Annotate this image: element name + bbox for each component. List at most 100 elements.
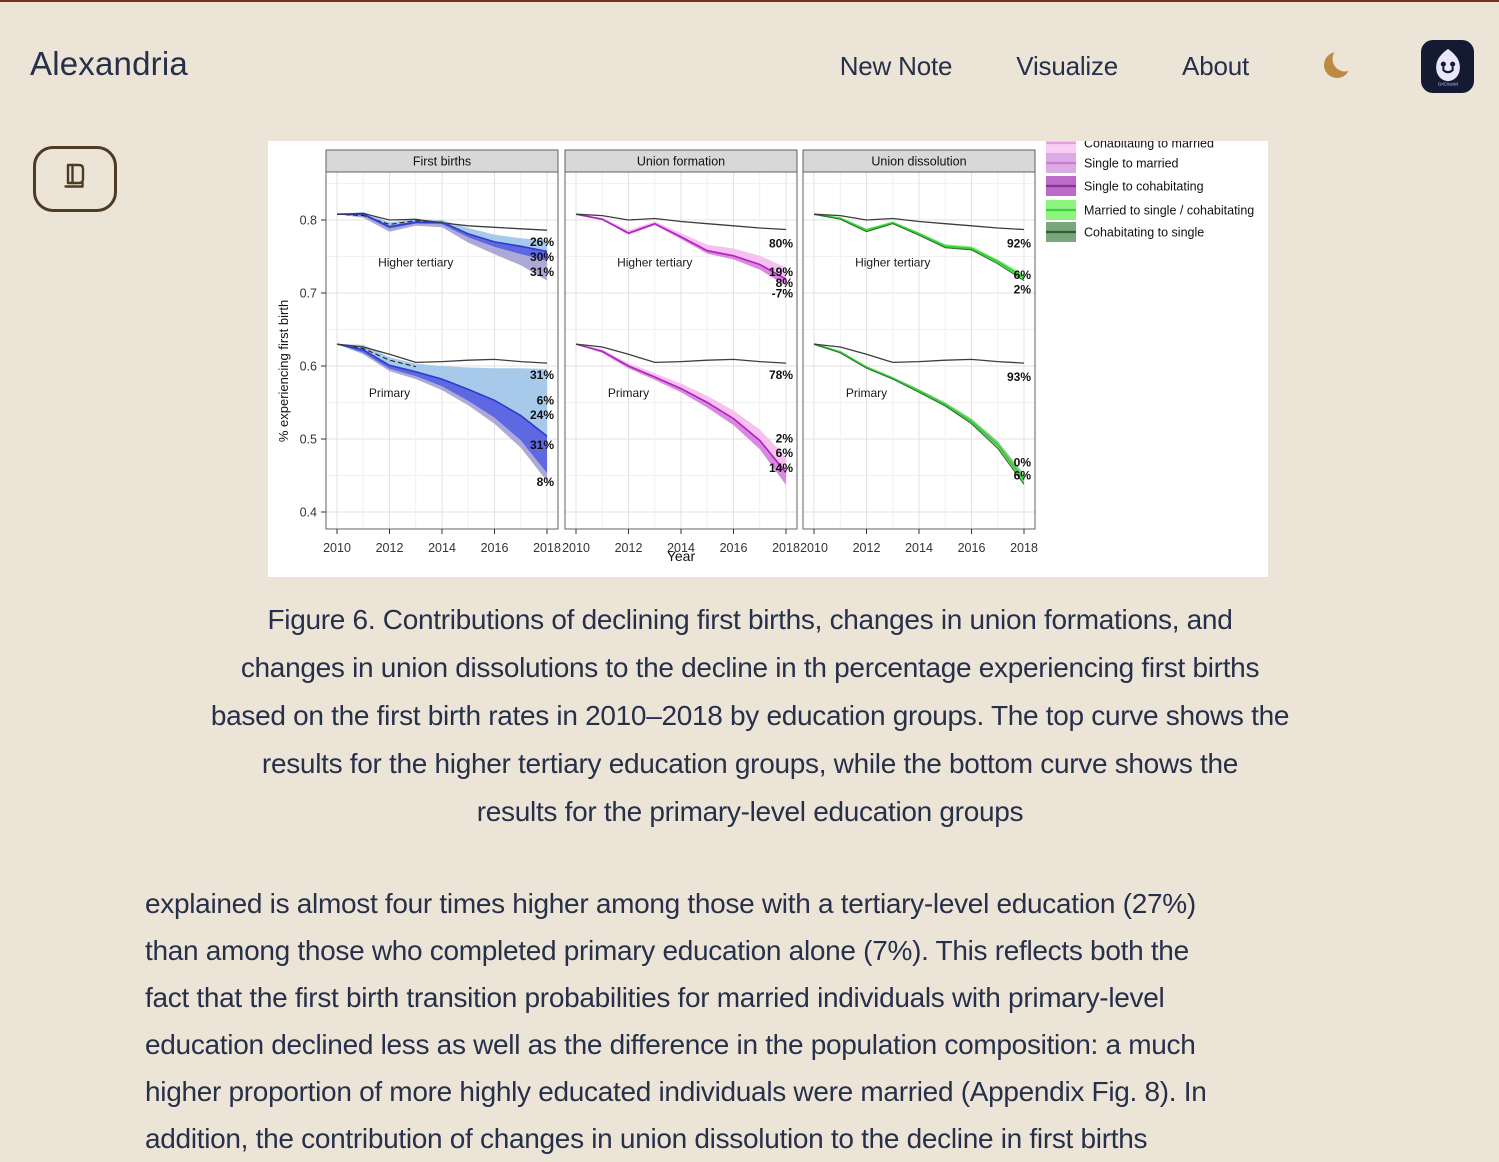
- annotation-percent: 31%: [530, 265, 554, 279]
- text-line: explained is almost four times higher am…: [145, 888, 1196, 919]
- annotation-percent: 31%: [530, 368, 554, 382]
- x-tick-label: 2014: [667, 541, 695, 555]
- panel-union-dissolution: Higher tertiary92%6%2%Primary93%0%6%Unio…: [800, 149, 1038, 555]
- legend-item: Cohabitating to married: [1046, 141, 1214, 153]
- x-tick-label: 2018: [533, 541, 561, 555]
- panel-union-formation: Higher tertiary 80% 19%8%-7% Primary 78% 2%6%…: [562, 149, 800, 555]
- legend-label: Single to married: [1084, 157, 1179, 171]
- panel-title: Union formation: [637, 155, 725, 169]
- series-higher-tertiary: Higher tertiary 80% 19%8%-7%: [575, 213, 794, 301]
- x-tick-label: 2016: [481, 541, 509, 555]
- annotation-percent: 19%: [769, 265, 793, 279]
- figure-image: Higher tertiary 26% 30% 31% Primary 31% 6% 24% 3…: [268, 141, 1268, 577]
- x-tick-label: 2012: [615, 541, 643, 555]
- reader-view-button[interactable]: [33, 146, 117, 212]
- x-tick-label: 2012: [853, 541, 881, 555]
- series-primary: Primary 31% 6%24% 31% 8%: [336, 343, 555, 489]
- x-tick-label: 2018: [1010, 541, 1038, 555]
- book-icon: [55, 160, 95, 199]
- text-line: fact that the first birth transition pro…: [145, 982, 1165, 1013]
- series-primary: Primary 78% 2%6%14%: [575, 343, 794, 485]
- annotation-percent: 2%: [1014, 282, 1032, 296]
- y-tick-label: 0.4: [300, 506, 317, 520]
- annotation-percent: -7%: [772, 287, 794, 301]
- x-axis-title: Year: [667, 548, 696, 564]
- y-axis-title: % experiencing first birth: [276, 300, 291, 442]
- text-line: higher proportion of more highly educate…: [145, 1076, 1207, 1107]
- series-higher-tertiary: Higher tertiary 26%30%31%: [336, 212, 554, 281]
- annotation-percent: 92%: [1007, 236, 1031, 250]
- gitcitadel-logo-button[interactable]: GitCitadel: [1421, 40, 1474, 93]
- annotation-percent: 8%: [537, 475, 555, 489]
- gitcitadel-logo-icon: GitCitadel: [1426, 43, 1470, 90]
- series-higher-tertiary: Higher tertiary 92% 6%2%: [813, 213, 1032, 296]
- annotation-percent: 6%: [1014, 469, 1032, 483]
- legend-item: Single to married: [1046, 153, 1179, 173]
- x-tick-label: 2010: [323, 541, 351, 555]
- y-tick-label: 0.6: [300, 360, 317, 374]
- annotation-percent: 78%: [769, 368, 793, 382]
- nav-visualize[interactable]: Visualize: [1016, 51, 1119, 81]
- text-line: results for the primary-level education …: [476, 796, 1024, 827]
- annotation-percent: 31%: [530, 438, 554, 452]
- legend-label: Cohabitating to single: [1084, 226, 1204, 240]
- panel-first-births: Higher tertiary26%30%31%Primary31%6%24%3…: [323, 149, 561, 555]
- svg-text:GitCitadel: GitCitadel: [1437, 81, 1457, 86]
- x-tick-label: 2010: [800, 541, 828, 555]
- x-tick-label: 2014: [428, 541, 456, 555]
- annotation-percent: 14%: [769, 461, 793, 475]
- annotation-percent: 0%: [1014, 455, 1032, 469]
- text-line: education declined less as well as the d…: [145, 1029, 1196, 1060]
- legend-item: Married to single / cohabitating: [1046, 200, 1254, 220]
- text-line: changes in union dissolutions to the dec…: [240, 652, 1260, 683]
- group-label: Higher tertiary: [378, 256, 453, 270]
- x-tick-label: 2014: [905, 541, 933, 555]
- panel-title: First births: [413, 155, 471, 169]
- x-tick-label: 2010: [562, 541, 590, 555]
- x-tick-label: 2018: [772, 541, 800, 555]
- annotation-percent: 24%: [530, 408, 554, 422]
- legend-label: Cohabitating to married: [1084, 141, 1214, 151]
- legend-item: Cohabitating to single: [1046, 222, 1204, 242]
- annotation-percent: 30%: [530, 250, 554, 264]
- y-tick-label: 0.5: [300, 433, 317, 447]
- app-title: Alexandria: [30, 45, 188, 82]
- panel-title: Union dissolution: [871, 155, 966, 169]
- x-tick-label: 2016: [720, 541, 748, 555]
- text-line: than among those who completed primary e…: [145, 935, 1189, 966]
- text-line: addition, the contribution of changes in…: [145, 1123, 1148, 1154]
- group-label: Higher tertiary: [855, 256, 930, 270]
- annotation-percent: 93%: [1007, 370, 1031, 384]
- annotation-percent: 2%: [776, 431, 794, 445]
- axes: 0.8 0.7 0.6 0.5 0.4 % experiencing first birt…: [276, 214, 695, 565]
- annotation-percent: 6%: [776, 446, 794, 460]
- y-tick-label: 0.7: [300, 287, 317, 301]
- text-line: results for the higher tertiary educatio…: [261, 748, 1239, 779]
- annotation-percent: 6%: [1014, 268, 1032, 282]
- annotation-percent: 6%: [537, 393, 555, 407]
- group-label: Higher tertiary: [617, 256, 692, 270]
- top-navigation: New Note Visualize About GitCitadel: [776, 40, 1474, 93]
- decomposition-chart: Higher tertiary26%30%31%Primary31%6%24%3…: [276, 141, 1254, 565]
- annotation-percent: 26%: [530, 235, 554, 249]
- nav-new-note[interactable]: New Note: [839, 51, 953, 81]
- group-label: Primary: [846, 386, 887, 400]
- legend-label: Single to cohabitating: [1084, 180, 1204, 194]
- group-label: Primary: [608, 386, 649, 400]
- moon-icon: [1321, 46, 1358, 86]
- x-tick-label: 2012: [376, 541, 404, 555]
- annotation-percent: 80%: [769, 236, 793, 250]
- group-label: Primary: [369, 386, 410, 400]
- legend: Cohabitating to married Single to married…: [1046, 141, 1254, 242]
- annotation-percent: 8%: [776, 276, 794, 290]
- legend-item: Single to cohabitating: [1046, 176, 1204, 196]
- nav-about[interactable]: About: [1182, 51, 1249, 81]
- y-tick-label: 0.8: [300, 214, 317, 228]
- dark-mode-toggle[interactable]: [1319, 46, 1359, 87]
- top-accent-line: [0, 0, 1499, 2]
- text-line: Figure 6. Contributions of declining fir…: [267, 604, 1233, 635]
- legend-label: Married to single / cohabitating: [1084, 204, 1254, 218]
- article-paragraph: explained is almost four times higher am…: [145, 880, 1397, 1162]
- x-tick-label: 2016: [958, 541, 986, 555]
- figure-caption: Figure 6. Contributions of declining fir…: [105, 596, 1395, 836]
